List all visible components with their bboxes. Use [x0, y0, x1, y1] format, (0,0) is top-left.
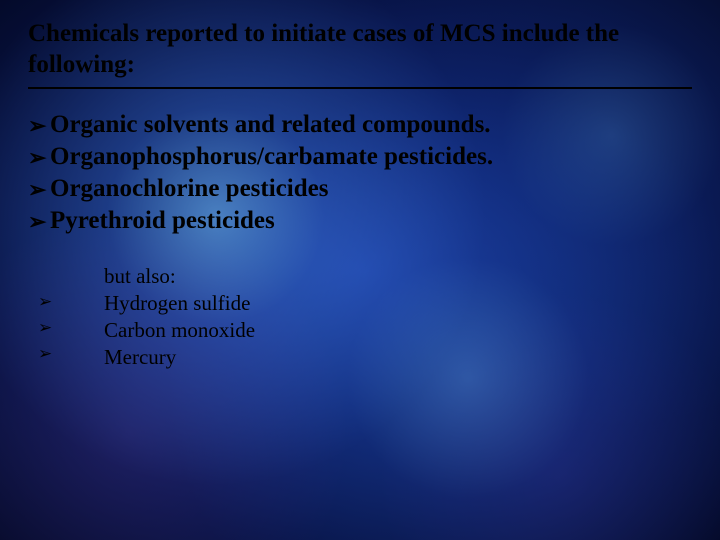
sub-lead-text: but also:	[104, 263, 255, 290]
list-item-text: Organochlorine pesticides	[50, 173, 328, 205]
chevron-right-icon: ➢	[28, 115, 50, 137]
sub-list-block: ➢ ➢ ➢ but also: Hydrogen sulfide Carbon …	[28, 263, 692, 372]
list-item-text: Organic solvents and related compounds.	[50, 109, 491, 141]
chevron-right-icon: ➢	[28, 179, 50, 201]
chevron-right-icon: ➢	[28, 211, 50, 233]
list-item-text: Pyrethroid pesticides	[50, 205, 275, 237]
list-item: ➢ Organophosphorus/carbamate pesticides.	[28, 141, 692, 173]
list-item-text: Organophosphorus/carbamate pesticides.	[50, 141, 493, 173]
slide-title: Chemicals reported to initiate cases of …	[28, 18, 692, 81]
slide: Chemicals reported to initiate cases of …	[0, 0, 720, 540]
list-item: ➢ Pyrethroid pesticides	[28, 205, 692, 237]
list-item: ➢ Organochlorine pesticides	[28, 173, 692, 205]
chevron-right-icon: ➢	[38, 315, 104, 341]
sub-list-item: Hydrogen sulfide	[104, 290, 255, 317]
list-item: ➢ Organic solvents and related compounds…	[28, 109, 692, 141]
chevron-right-icon: ➢	[38, 289, 104, 315]
sub-text-column: but also: Hydrogen sulfide Carbon monoxi…	[104, 263, 255, 372]
sub-bullet-column: ➢ ➢ ➢	[38, 263, 104, 368]
main-bullet-list: ➢ Organic solvents and related compounds…	[28, 109, 692, 237]
sub-list-item: Mercury	[104, 344, 255, 371]
chevron-right-icon: ➢	[38, 341, 104, 367]
title-rule	[28, 87, 692, 89]
chevron-right-icon: ➢	[28, 147, 50, 169]
sub-list-item: Carbon monoxide	[104, 317, 255, 344]
